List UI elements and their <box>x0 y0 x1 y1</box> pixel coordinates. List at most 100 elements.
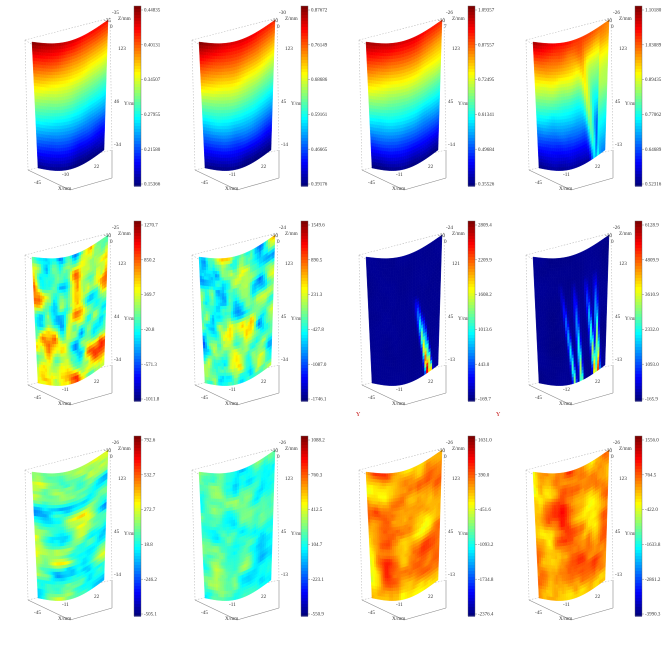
surface-map <box>365 234 443 386</box>
colorbar-tick: 0.46665 <box>311 148 328 153</box>
z-tick: 0 <box>110 24 113 30</box>
panel-10: -26 -10 0 Z/mm 123 45 Y/mm -13 -45 -11 22 X/mm 1088.… <box>167 430 334 650</box>
surface-map <box>532 234 610 386</box>
colorbar-tick: -422.0 <box>645 508 658 513</box>
colorbar-tick: -165.9 <box>645 398 658 403</box>
colorbar-tick: 0.44835 <box>144 9 161 14</box>
x-axis-label: X/mm <box>225 401 238 407</box>
x-axis-label: X/mm <box>392 401 405 407</box>
x-tick: -10 <box>62 172 69 178</box>
z-tick: -10 <box>104 233 111 239</box>
colorbar <box>634 5 644 187</box>
z-tick: -26 <box>112 440 119 446</box>
panel-plot: -26-100 Z/mm 123 45 Y/mm -13 -45 -11 22 X/mm 1.101… <box>525 5 662 192</box>
z-tick: 0 <box>110 454 113 460</box>
colorbar-tick: 1088.2 <box>311 439 325 444</box>
x-tick: -45 <box>34 180 41 186</box>
z-tick: 0 <box>277 454 280 460</box>
x-tick: -11 <box>62 602 69 608</box>
x-axis-label: X/mm <box>225 186 238 192</box>
y-tick: 45 <box>448 529 454 535</box>
z-tick: -26 <box>613 10 620 16</box>
colorbar-tick: 0.52316 <box>645 183 662 188</box>
panel-12: -26 -10 0 Z/mm 123 45 Y/mm -13 -45 -11 22 X/mm 1556.… <box>501 430 668 650</box>
panel-9: -26 -10 0 Z/mm 123 45 Y/mm -14 -45 -11 22 X/mm 792.6… <box>0 430 167 650</box>
colorbar-tick: -505.1 <box>144 613 157 618</box>
x-tick: 22 <box>94 379 100 385</box>
y-tick: -13 <box>448 357 455 363</box>
surface-map <box>532 19 610 171</box>
panel-plot: -26-100 Z/mm 123 45 Y/mm -13 -45 -12 22 X/mm 6128.… <box>525 220 659 407</box>
z-tick: -25 <box>112 225 119 231</box>
colorbar-tick: 760.3 <box>311 473 323 478</box>
z-axis-label: Z/mm <box>619 446 632 452</box>
colorbar-tick: -246.2 <box>144 578 157 583</box>
y-tick: -13 <box>448 572 455 578</box>
colorbar-tick: 0.27955 <box>144 113 161 118</box>
y-tick: 123 <box>619 46 627 52</box>
z-tick: 0 <box>611 24 614 30</box>
x-tick: 22 <box>261 164 267 170</box>
y-tick: 121 <box>452 261 460 267</box>
colorbar-tick: -2376.4 <box>478 613 494 618</box>
colorbar-tick: 2209.9 <box>478 258 492 263</box>
x-tick: 22 <box>595 379 601 385</box>
colorbar <box>133 5 143 187</box>
x-tick: -45 <box>368 180 375 186</box>
x-tick: -45 <box>535 180 542 186</box>
x-tick: -11 <box>563 172 570 178</box>
panel-plot: -26-100 Z/mm 123 45 Y/mm -14 -45 -11 22 X/mm 792.6… <box>24 435 157 622</box>
z-tick: 0 <box>110 239 113 245</box>
y-tick: -13 <box>615 142 622 148</box>
z-tick: 7 <box>444 24 447 30</box>
x-tick: 22 <box>261 379 267 385</box>
colorbar-tick: 0.40131 <box>144 43 161 48</box>
colorbar-tick: 2809.4 <box>478 224 492 229</box>
x-tick: -45 <box>368 610 375 616</box>
colorbar-tick: 104.7 <box>311 543 323 548</box>
y-axis-label: Y/mm <box>124 531 137 537</box>
x-tick: -11 <box>396 387 403 393</box>
stray-mark: Y <box>356 412 361 418</box>
x-axis-label: X/mm <box>58 401 71 407</box>
x-axis-label: X/mm <box>559 401 572 407</box>
z-tick: 0 <box>277 239 280 245</box>
y-tick: 45 <box>448 314 454 320</box>
y-axis-label: Y/mm <box>458 316 471 322</box>
z-tick: -35 <box>104 18 111 24</box>
y-tick: 44 <box>114 314 120 320</box>
colorbar-tick: 3610.9 <box>645 293 659 298</box>
colorbar-tick: 1549.6 <box>311 224 325 229</box>
colorbar-tick: 850.2 <box>144 258 156 263</box>
z-axis-label: Z/mm <box>452 16 465 22</box>
y-tick: 123 <box>118 261 126 267</box>
colorbar-tick: 412.5 <box>311 508 323 513</box>
y-tick: 45 <box>448 99 454 105</box>
y-tick: 123 <box>452 476 460 482</box>
colorbar-tick: 4809.9 <box>645 258 659 263</box>
y-tick: 123 <box>452 46 460 52</box>
x-tick: -45 <box>201 610 208 616</box>
z-tick: -26 <box>613 225 620 231</box>
z-axis-label: Z/mm <box>118 231 131 237</box>
surface-map <box>198 19 276 171</box>
colorbar <box>133 435 143 617</box>
colorbar-tick: 0.39176 <box>311 183 328 188</box>
x-axis-label: X/mm <box>392 616 405 622</box>
surface-map <box>365 449 443 601</box>
x-tick: -45 <box>34 395 41 401</box>
y-tick: 123 <box>118 476 126 482</box>
x-tick: -12 <box>563 387 570 393</box>
panel-plot: -25-100 Z/mm 123 44 Y/mm -34 -45 -11 22 X/mm 1270.… <box>24 220 160 407</box>
y-tick: 45 <box>281 99 287 105</box>
colorbar-tick: 1.09357 <box>478 9 495 14</box>
colorbar-tick: 0.89435 <box>645 78 662 83</box>
z-tick: -10 <box>438 448 445 454</box>
z-tick: -26 <box>446 10 453 16</box>
panel-1: -35 -35 0 Z/mm 123 46 Y/mm -34 -45 -10 22 X/mm 0.448… <box>0 0 167 220</box>
z-axis-label: Z/mm <box>285 16 298 22</box>
x-tick: -11 <box>563 602 570 608</box>
colorbar-tick: 1013.6 <box>478 328 492 333</box>
colorbar-tick: -427.8 <box>311 328 324 333</box>
colorbar-tick: -571.3 <box>144 363 157 368</box>
